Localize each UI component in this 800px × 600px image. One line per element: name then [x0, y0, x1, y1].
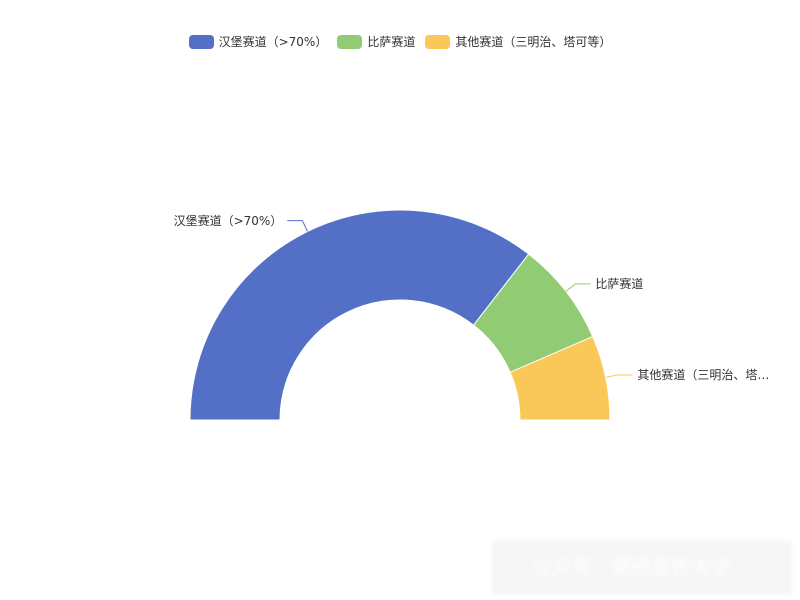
slice-label: 比萨赛道 [595, 276, 644, 291]
slice-label: 汉堡赛道（>70%） [173, 213, 283, 228]
legend-label: 其他赛道（三明治、塔可等） [455, 35, 612, 49]
sector [189, 209, 530, 421]
legend-swatch [337, 34, 363, 49]
sector [509, 335, 611, 421]
watermark: 公众号 · 调研报告大全 [492, 540, 792, 595]
label-line [565, 283, 591, 292]
label-line [605, 374, 633, 378]
legend: 汉堡赛道（>70%） 比萨赛道 其他赛道（三明治、塔可等） [0, 33, 800, 50]
legend-swatch [425, 34, 451, 49]
legend-swatch [188, 34, 214, 49]
legend-item: 比萨赛道 [337, 33, 415, 50]
legend-item: 其他赛道（三明治、塔可等） [425, 33, 611, 50]
legend-item: 汉堡赛道（>70%） [188, 33, 328, 50]
slice-label: 其他赛道（三明治、塔可等） [637, 367, 780, 382]
legend-label: 比萨赛道 [367, 35, 416, 49]
label-line [287, 220, 309, 232]
legend-label: 汉堡赛道（>70%） [218, 35, 328, 49]
